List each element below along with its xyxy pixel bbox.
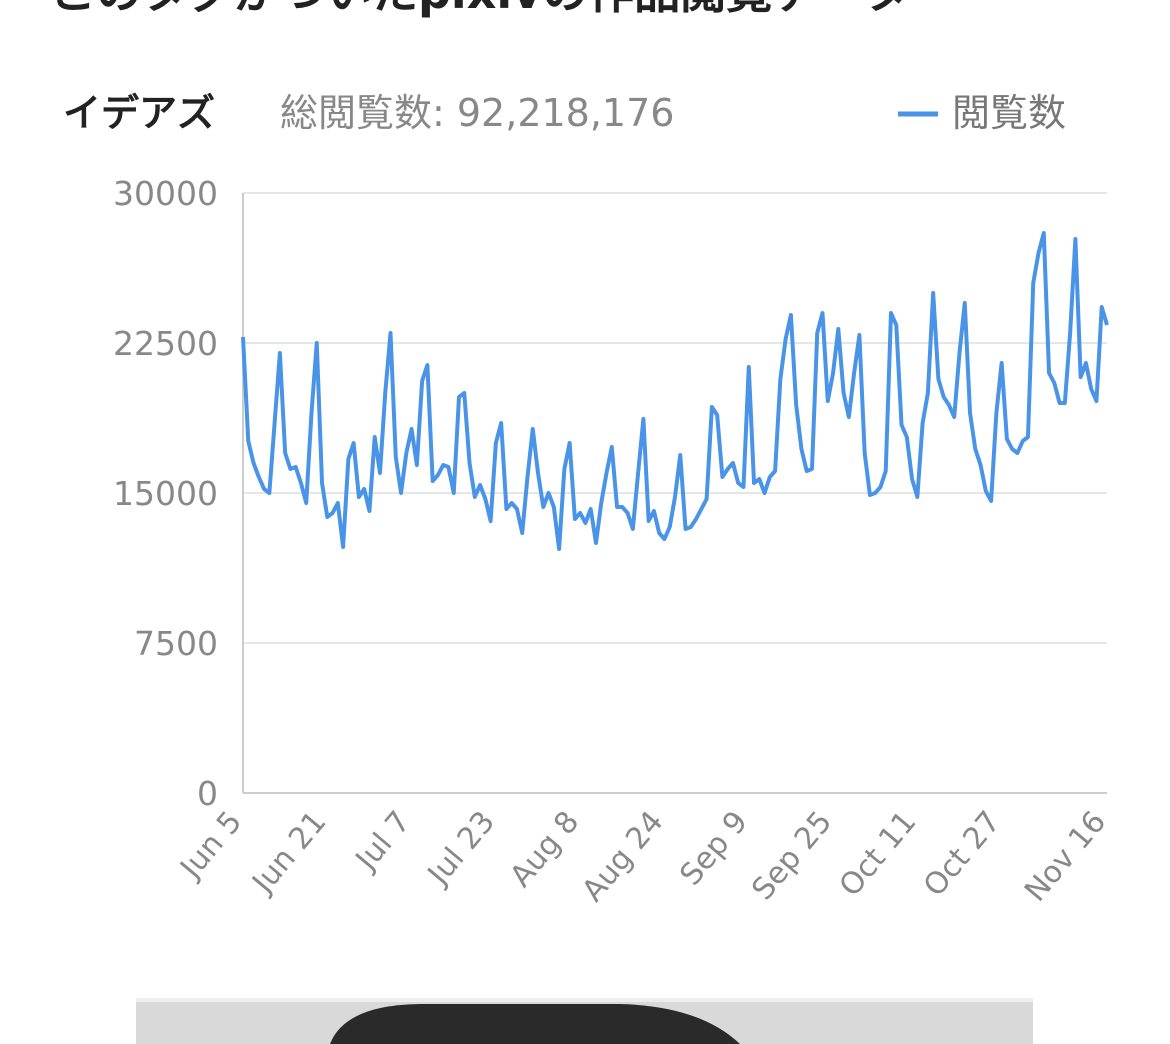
y-tick-label: 30000 <box>113 174 218 213</box>
total-views: 総閲覧数: 92,218,176 <box>280 91 674 135</box>
y-tick-label: 22500 <box>113 324 218 363</box>
legend-label: 閲覧数 <box>952 91 1066 135</box>
photo-border <box>136 998 1033 1002</box>
y-tick-label: 7500 <box>134 624 218 663</box>
y-tick-label: 15000 <box>113 474 218 513</box>
photo <box>136 998 1033 1044</box>
y-tick-label: 0 <box>197 774 218 813</box>
page-title: このタグがついたpixivの作品閲覧データ <box>50 0 910 19</box>
series-line <box>241 231 1109 551</box>
photo-hair <box>330 1004 740 1044</box>
tag-name: イデアズ <box>63 91 215 135</box>
